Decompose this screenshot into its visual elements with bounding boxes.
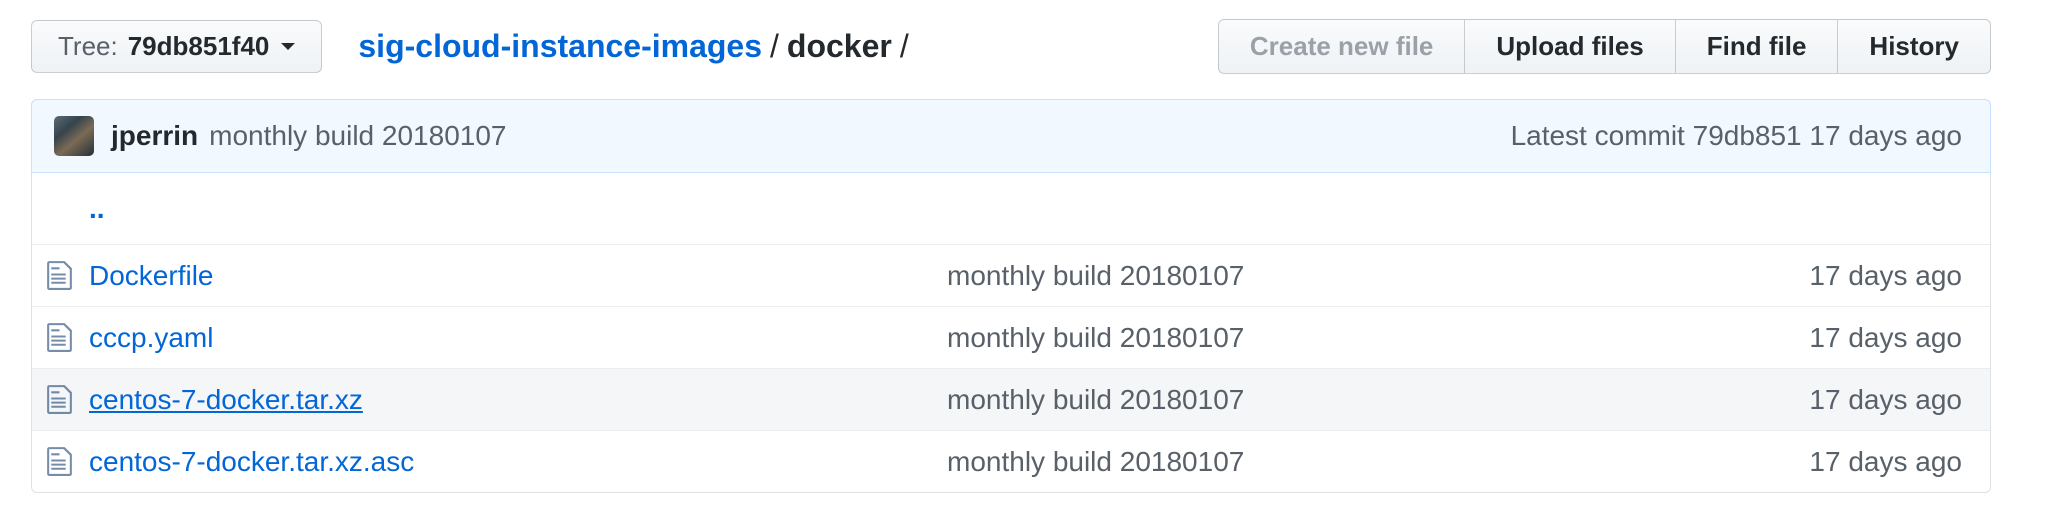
file-age: 17 days ago	[1809, 383, 1962, 415]
tree-label: Tree:	[58, 30, 118, 61]
breadcrumb-repo-link[interactable]: sig-cloud-instance-images	[358, 27, 763, 64]
parent-directory-link[interactable]: ..	[89, 192, 105, 224]
find-file-button[interactable]: Find file	[1674, 18, 1839, 74]
file-navigation-toolbar: Tree: 79db851f40 sig-cloud-instance-imag…	[31, 18, 1991, 74]
commit-message-cell: monthly build 20180107	[947, 322, 1650, 354]
file-name-cell: centos-7-docker.tar.xz.asc	[32, 445, 947, 478]
create-new-file-button[interactable]: Create new file	[1217, 18, 1466, 74]
file-table: .. Dockerfile monthly build 20180107 17 …	[31, 173, 1991, 493]
file-icon	[47, 321, 72, 354]
file-link[interactable]: centos-7-docker.tar.xz	[89, 383, 363, 415]
row-commit-message-link[interactable]: monthly build 20180107	[947, 383, 1245, 415]
breadcrumb-current-dir: docker	[786, 27, 892, 64]
commit-author-link[interactable]: jperrin	[111, 120, 199, 151]
commit-message-cell: monthly build 20180107	[947, 446, 1650, 478]
file-name-cell: cccp.yaml	[32, 321, 947, 354]
file-icon	[47, 445, 72, 478]
file-actions-group: Create new file Upload files Find file H…	[1217, 18, 1991, 74]
table-row: centos-7-docker.tar.xz.asc monthly build…	[32, 430, 1990, 492]
tree-sha: 79db851f40	[127, 30, 270, 61]
file-age: 17 days ago	[1809, 321, 1962, 353]
file-name-cell: centos-7-docker.tar.xz	[32, 383, 947, 416]
branch-tree-selector[interactable]: Tree: 79db851f40	[31, 19, 323, 73]
history-button[interactable]: History	[1837, 18, 1991, 74]
chevron-down-icon	[281, 42, 296, 57]
table-row-hovered: centos-7-docker.tar.xz monthly build 201…	[32, 368, 1990, 430]
row-commit-message-link[interactable]: monthly build 20180107	[947, 445, 1245, 477]
file-name-cell: Dockerfile	[32, 259, 947, 292]
toolbar-left: Tree: 79db851f40 sig-cloud-instance-imag…	[31, 19, 917, 73]
latest-commit-info: Latest commit 79db851 17 days ago	[1511, 120, 1962, 152]
file-link[interactable]: cccp.yaml	[89, 321, 214, 353]
parent-directory-row: ..	[32, 173, 1990, 244]
latest-commit-time: 17 days ago	[1809, 120, 1962, 151]
commit-message-link[interactable]: monthly build 20180107	[209, 120, 507, 151]
table-row: cccp.yaml monthly build 20180107 17 days…	[32, 306, 1990, 368]
row-commit-message-link[interactable]: monthly build 20180107	[947, 321, 1245, 353]
commit-message-cell: monthly build 20180107	[947, 260, 1650, 292]
repo-content: Tree: 79db851f40 sig-cloud-instance-imag…	[31, 18, 1991, 493]
file-icon	[47, 383, 72, 416]
file-age: 17 days ago	[1809, 259, 1962, 291]
latest-commit-label: Latest commit	[1510, 120, 1685, 151]
latest-commit-sha-link[interactable]: 79db851	[1692, 120, 1802, 151]
file-link[interactable]: Dockerfile	[89, 259, 214, 291]
file-age: 17 days ago	[1809, 445, 1962, 477]
upload-files-button[interactable]: Upload files	[1464, 18, 1676, 74]
row-commit-message-link[interactable]: monthly build 20180107	[947, 259, 1245, 291]
breadcrumb: sig-cloud-instance-images / docker /	[358, 28, 916, 65]
file-icon	[47, 259, 72, 292]
avatar[interactable]	[54, 116, 94, 156]
breadcrumb-trailing-slash: /	[899, 27, 909, 64]
breadcrumb-separator: /	[770, 27, 779, 64]
latest-commit-bar: jperrin monthly build 20180107 Latest co…	[31, 99, 1991, 173]
table-row: Dockerfile monthly build 20180107 17 day…	[32, 244, 1990, 306]
file-link[interactable]: centos-7-docker.tar.xz.asc	[89, 445, 415, 477]
commit-message-cell: monthly build 20180107	[947, 384, 1650, 416]
